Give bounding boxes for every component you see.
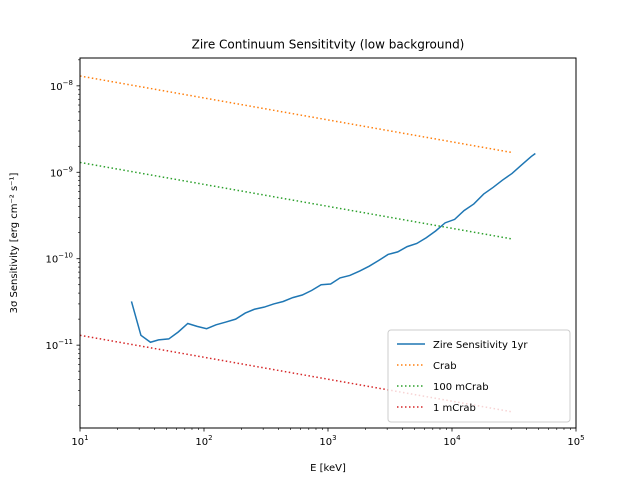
y-tick-label: 10−11 — [45, 338, 73, 352]
y-tick-label: 10−9 — [50, 165, 73, 179]
series-line-crab — [79, 75, 512, 154]
legend-label-crab: Crab — [433, 361, 457, 372]
y-tick-label: 10−10 — [45, 252, 73, 266]
x-tick-label: 104 — [443, 434, 461, 448]
x-tick-label: 101 — [71, 434, 88, 448]
x-axis-ticks: 101 102 103 104 105 — [71, 428, 585, 448]
x-axis-label: E [keV] — [310, 463, 346, 474]
legend-box — [387, 329, 571, 423]
y-axis-ticks: 10−11 10−10 10−9 10−8 — [45, 59, 80, 406]
legend: Zire Sensitivity 1yr Crab 100 mCrab 1 mCrab — [387, 329, 571, 423]
chart-title: Zire Continuum Sensititvity (low backgro… — [192, 38, 465, 52]
x-tick-label: 102 — [195, 434, 212, 448]
x-tick-label: 105 — [567, 434, 584, 448]
y-tick-label: 10−8 — [50, 79, 73, 93]
y-axis-label: 3σ Sensitivity [erg cm⁻² s⁻¹] — [9, 173, 20, 314]
series-line-100-mcrab — [79, 161, 512, 240]
legend-label-100-mcrab: 100 mCrab — [433, 382, 489, 393]
legend-label-zire-sensitivity-1yr: Zire Sensitivity 1yr — [433, 340, 528, 351]
legend-label-1-mcrab: 1 mCrab — [433, 403, 476, 414]
series-line-zire-sensitivity-1yr — [130, 152, 536, 344]
x-tick-label: 103 — [319, 434, 336, 448]
